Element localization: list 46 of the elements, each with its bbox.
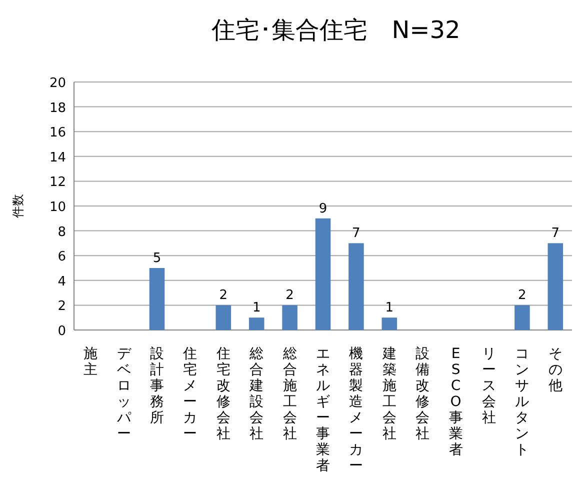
x-tick-label: リース会社 (482, 346, 496, 426)
x-tick-label: ESCO事業者 (448, 346, 463, 458)
x-tick-label: 建築施工会社 (381, 346, 396, 442)
x-tick-label: 総合施工会社 (282, 346, 297, 442)
x-tick-label: コンサルタント (515, 346, 530, 458)
y-tick-label: 4 (58, 274, 66, 290)
bar (282, 305, 298, 330)
y-tick-label: 2 (58, 299, 66, 314)
data-label: 1 (385, 300, 394, 316)
y-tick-label: 20 (49, 76, 66, 91)
y-axis-title: 件数 (11, 194, 25, 218)
x-tick-label: 設計事務所 (150, 346, 164, 426)
y-tick-label: 18 (49, 100, 66, 116)
x-tick-label: 総合建設会社 (248, 346, 264, 442)
bar (548, 243, 564, 330)
data-label: 2 (286, 288, 294, 304)
data-label: 1 (252, 300, 261, 316)
data-label: 2 (518, 288, 526, 304)
data-label: 7 (551, 226, 560, 242)
bar (348, 243, 364, 330)
bar (514, 305, 530, 330)
data-label: 5 (152, 251, 162, 266)
y-tick-label: 8 (58, 224, 66, 240)
x-tick-label: 機器製造メーカー (349, 346, 364, 474)
x-tick-label: 住宅メーカー (182, 346, 198, 442)
data-label: 2 (219, 288, 228, 304)
x-tick-label: エネルギー事業者 (316, 346, 330, 474)
bar (216, 305, 232, 330)
data-label: 9 (318, 201, 328, 216)
x-tick-label: デベロッパー (116, 346, 132, 442)
x-tick-label: 住宅改修会社 (215, 346, 230, 442)
x-tick-label: その他 (548, 346, 562, 394)
bar (248, 318, 264, 330)
y-tick-label: 14 (49, 150, 66, 166)
bar (382, 318, 398, 330)
data-label: 7 (352, 226, 360, 242)
chart-title: 住宅･集合住宅 N=32 (210, 16, 460, 44)
y-tick-label: 6 (58, 250, 66, 265)
bar (315, 218, 331, 330)
y-tick-label: 12 (49, 175, 66, 190)
x-tick-label: 設備改修会社 (416, 346, 430, 442)
x-tick-label: 施主 (84, 346, 98, 378)
y-tick-label: 10 (49, 200, 66, 215)
y-tick-label: 0 (58, 324, 66, 339)
y-tick-label: 16 (49, 126, 66, 141)
bar (149, 268, 165, 330)
